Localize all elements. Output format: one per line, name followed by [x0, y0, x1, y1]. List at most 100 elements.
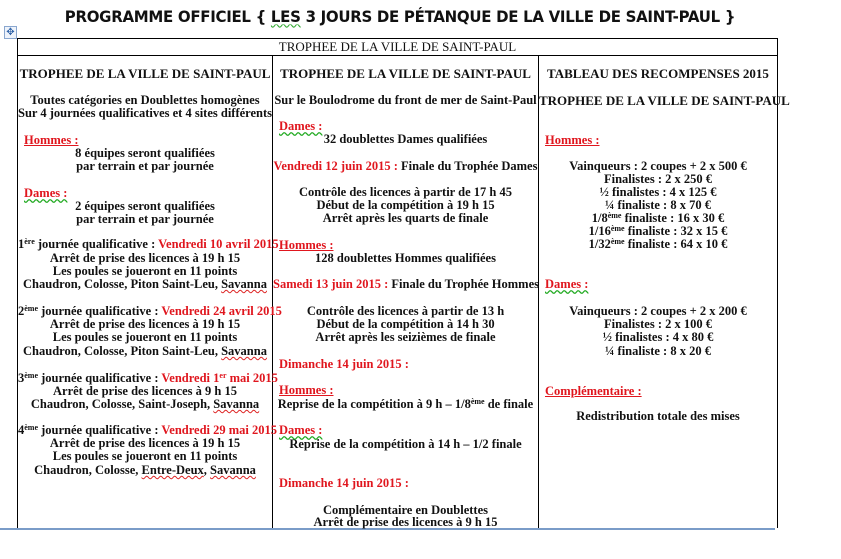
- column-divider: [538, 55, 539, 528]
- text-segment: Vendredi 29 mai 2015: [161, 423, 278, 437]
- text-segment: finaliste : 32 x 15 €: [624, 224, 728, 238]
- text-line: 2 équipes seront qualifiées: [18, 200, 272, 213]
- title-text: PROGRAMME OFFICIEL {: [64, 7, 271, 27]
- text-line: Vendredi 12 juin 2015 : Finale du Trophé…: [273, 160, 538, 173]
- text-segment: Chaudron, Colosse, Saint-Joseph,: [30, 397, 214, 411]
- text-line: 1/32ème finaliste : 64 x 10 €: [539, 238, 777, 251]
- text-line: Début de la compétition à 14 h 30: [273, 318, 538, 331]
- section-label: Hommes :: [545, 133, 600, 147]
- text-segment: 8 équipes seront qualifiées: [75, 146, 215, 160]
- text-line: Contrôle des licences à partir de 17 h 4…: [273, 186, 538, 199]
- text-line: Arrêt de prise des licences à 9 h 15: [18, 385, 272, 398]
- text-segment: Dimanche 14 juin 2015 :: [279, 476, 409, 490]
- text-line: Dames :: [18, 187, 272, 200]
- text-segment: 2 équipes seront qualifiées: [75, 199, 215, 213]
- text-segment: Reprise de la compétition à 14 h – 1/2 f…: [289, 437, 522, 451]
- text-line: TROPHEE DE LA VILLE DE SAINT-PAUL: [539, 94, 790, 108]
- text-segment: ème: [610, 224, 625, 233]
- table-move-handle-icon[interactable]: ✥: [4, 26, 17, 39]
- text-segment: 1: [18, 237, 25, 251]
- text-line: Redistribution totale des mises: [539, 410, 777, 423]
- text-segment: Chaudron, Colosse,: [34, 463, 142, 477]
- text-segment: Les poules se joueront en 11 points: [52, 449, 238, 463]
- text-line: Finalistes : 2 x 250 €: [539, 173, 777, 186]
- text-segment: Contrôle des licences à partir de 17 h 4…: [299, 185, 512, 199]
- text-segment: Vendredi 1: [161, 371, 220, 385]
- text-segment: Contrôle des licences à partir de 13 h: [306, 304, 505, 318]
- text-line: Arrêt après les seizièmes de finale: [273, 331, 538, 344]
- text-line: Hommes :: [273, 384, 538, 397]
- text-line: Toutes catégories en Doublettes homogène…: [18, 94, 272, 107]
- text-line: Chaudron, Colosse, Piton Saint-Leu, Sava…: [18, 278, 272, 291]
- text-segment: Arrêt de prise des licences à 9 h 15: [313, 515, 498, 529]
- text-segment: Redistribution totale des mises: [576, 409, 740, 423]
- text-segment: ème: [470, 397, 485, 406]
- text-segment: Arrêt de prise des licences à 19 h 15: [49, 317, 241, 331]
- text-segment: Chaudron, Colosse, Piton Saint-Leu,: [23, 277, 222, 291]
- text-line: Complémentaire :: [539, 385, 777, 398]
- text-segment: TROPHEE DE LA VILLE DE SAINT-PAUL: [280, 66, 531, 81]
- text-segment: 1/32: [588, 237, 611, 251]
- text-line: Finalistes : 2 x 100 €: [539, 318, 777, 331]
- text-segment: Reprise de la compétition à 9 h – 1/8: [277, 397, 471, 411]
- text-line: par terrain et par journée: [18, 160, 272, 173]
- text-line: par terrain et par journée: [18, 213, 272, 226]
- text-line: Hommes :: [18, 134, 272, 147]
- text-line: Dimanche 14 juin 2015 :: [273, 477, 538, 490]
- text-segment: Toutes catégories en Doublettes homogène…: [30, 93, 260, 107]
- text-segment: Vendredi 24 avril 2015: [161, 304, 282, 318]
- text-segment: ¼ finaliste : 8 x 20 €: [605, 344, 711, 358]
- section-label: Hommes :: [24, 133, 79, 147]
- text-segment: Dimanche 14 juin 2015 :: [279, 357, 409, 371]
- text-segment: Sur 4 journées qualificatives et 4 sites…: [18, 106, 273, 120]
- text-line: Arrêt de prise des licences à 19 h 15: [18, 318, 272, 331]
- section-label: Dames :: [279, 423, 323, 437]
- text-line: Arrêt après les quarts de finale: [273, 212, 538, 225]
- text-segment: Vendredi 12 juin 2015 :: [273, 159, 401, 173]
- text-segment: ¼ finaliste : 8 x 70 €: [605, 198, 711, 212]
- text-line: 3ème journée qualificative : Vendredi 1e…: [18, 371, 278, 385]
- text-line: Dimanche 14 juin 2015 :: [273, 358, 538, 371]
- text-line: 128 doublettes Hommes qualifiées: [273, 252, 538, 265]
- text-line: Hommes :: [273, 239, 538, 252]
- text-segment: Vainqueurs : 2 coupes + 2 x 200 €: [569, 304, 747, 318]
- text-segment: ère: [24, 237, 35, 246]
- text-segment: 3: [18, 371, 25, 385]
- text-segment: 2: [18, 304, 25, 318]
- text-segment: Savanna: [210, 463, 256, 477]
- text-line: Complémentaire en Doublettes: [273, 504, 538, 517]
- text-line: Vainqueurs : 2 coupes + 2 x 500 €: [539, 160, 777, 173]
- text-segment: 32 doublettes Dames qualifiées: [323, 132, 488, 146]
- text-line: Les poules se joueront en 11 points: [18, 265, 272, 278]
- text-segment: Les poules se joueront en 11 points: [52, 264, 238, 278]
- text-segment: Vainqueurs : 2 coupes + 2 x 500 €: [569, 159, 747, 173]
- section-label: Hommes :: [279, 238, 334, 252]
- text-segment: 1/16: [588, 224, 611, 238]
- text-segment: 1/8: [591, 211, 608, 225]
- text-segment: par terrain et par journée: [76, 159, 214, 173]
- text-line: Arrêt de prise des licences à 9 h 15: [273, 516, 538, 529]
- page-bottom-edge: [0, 528, 775, 530]
- text-line: Reprise de la compétition à 9 h – 1/8ème…: [273, 398, 538, 411]
- text-segment: Savanna: [221, 344, 267, 358]
- text-segment: ½ finalistes : 4 x 80 €: [602, 330, 714, 344]
- title-text: 3 JOURS DE PÉTANQUE DE LA VILLE DE SAINT…: [300, 7, 736, 27]
- text-segment: Sur le Boulodrome du front de mer de Sai…: [274, 93, 537, 107]
- text-line: TROPHEE DE LA VILLE DE SAINT-PAUL: [273, 67, 538, 81]
- text-line: 2ème journée qualificative : Vendredi 24…: [18, 304, 282, 318]
- text-segment: ème: [610, 237, 625, 246]
- text-line: 32 doublettes Dames qualifiées: [273, 133, 538, 146]
- text-line: Contrôle des licences à partir de 13 h: [273, 305, 538, 318]
- text-segment: journée qualificative :: [34, 237, 159, 251]
- text-segment: Finale du Trophée Hommes: [391, 277, 539, 291]
- table-header: TROPHEE DE LA VILLE DE SAINT-PAUL: [18, 39, 777, 56]
- text-segment: Finalistes : 2 x 100 €: [604, 317, 712, 331]
- text-segment: Chaudron, Colosse, Piton Saint-Leu,: [23, 344, 222, 358]
- text-line: Dames :: [273, 424, 538, 437]
- text-segment: Finalistes : 2 x 250 €: [604, 172, 712, 186]
- section-label: Dames :: [545, 277, 589, 291]
- text-line: Dames :: [273, 120, 538, 133]
- text-segment: Finale du Trophée Dames: [401, 159, 538, 173]
- text-segment: Les poules se joueront en 11 points: [52, 330, 238, 344]
- text-segment: 4: [18, 423, 25, 437]
